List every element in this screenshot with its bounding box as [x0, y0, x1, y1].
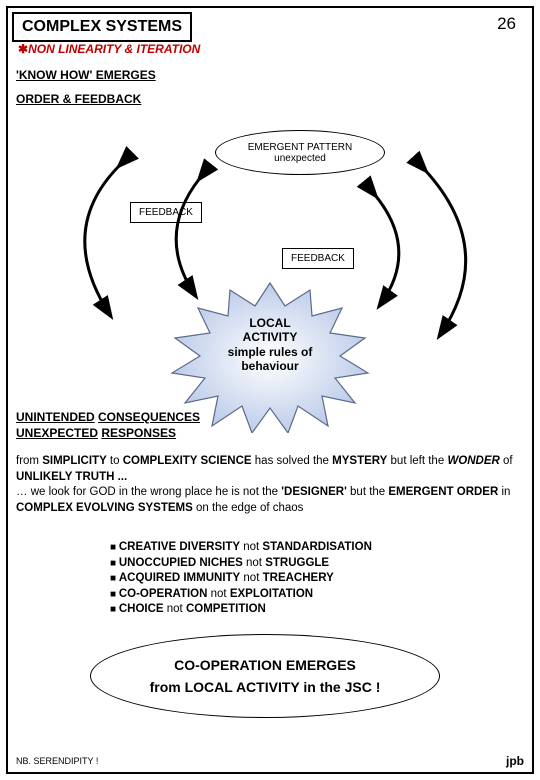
t: TREACHERY: [263, 572, 334, 584]
sb-l3: simple rules of: [228, 345, 313, 359]
t: in: [498, 486, 510, 498]
t: WONDER: [447, 455, 499, 467]
t: COMPETITION: [186, 603, 266, 615]
t: not: [240, 541, 262, 553]
sb-l4: behaviour: [241, 359, 298, 373]
t: … we look for GOD in the wrong place he …: [16, 486, 281, 498]
oval-bottom-l2: from LOCAL ACTIVITY in the JSC !: [150, 676, 381, 698]
t: MYSTERY: [332, 455, 387, 467]
t: UNLIKELY TRUTH ...: [16, 471, 127, 483]
feedback-arrows: [0, 120, 540, 420]
t: of: [500, 455, 513, 467]
heading-know-how: 'KNOW HOW' EMERGES: [16, 68, 156, 82]
t: from: [16, 455, 42, 467]
page-number: 26: [497, 14, 516, 34]
t: has solved the: [252, 455, 333, 467]
oval-bottom-l1: CO-OPERATION EMERGES: [174, 654, 356, 676]
heading-order-feedback: ORDER & FEEDBACK: [16, 92, 141, 106]
h4a: UNEXPECTED: [16, 426, 98, 440]
t: UNOCCUPIED NICHES: [119, 557, 243, 569]
t: 'DESIGNER': [281, 486, 347, 498]
t: STANDARDISATION: [262, 541, 371, 553]
t: not: [164, 603, 186, 615]
subtitle-text: NON LINEARITY & ITERATION: [28, 42, 200, 56]
subtitle: ✱NON LINEARITY & ITERATION: [18, 42, 200, 56]
t: but left the: [387, 455, 447, 467]
list-item: CO-OPERATION not EXPLOITATION: [110, 587, 372, 603]
list-item: ACQUIRED IMMUNITY not TREACHERY: [110, 571, 372, 587]
t: STRUGGLE: [265, 557, 329, 569]
list-item: CREATIVE DIVERSITY not STANDARDISATION: [110, 540, 372, 556]
list-item: CHOICE not COMPETITION: [110, 602, 372, 618]
body-paragraph: from SIMPLICITY to COMPLEXITY SCIENCE ha…: [16, 454, 524, 516]
t: EXPLOITATION: [230, 588, 313, 600]
t: not: [240, 572, 262, 584]
sb-l2: ACTIVITY: [243, 330, 298, 344]
t: CO-OPERATION: [119, 588, 208, 600]
t: COMPLEX EVOLVING SYSTEMS: [16, 502, 193, 514]
signature: jpb: [506, 754, 524, 768]
star-icon: ✱: [18, 42, 28, 56]
starburst-text: LOCAL ACTIVITY simple rules of behaviour: [200, 316, 340, 374]
t: but the: [347, 486, 389, 498]
heading-unexpected: UNEXPECTED RESPONSES: [16, 426, 176, 440]
bullet-list: CREATIVE DIVERSITY not STANDARDISATION U…: [110, 540, 372, 618]
sb-l1: LOCAL: [249, 316, 290, 330]
list-item: UNOCCUPIED NICHES not STRUGGLE: [110, 556, 372, 572]
t: not: [207, 588, 229, 600]
oval-cooperation: CO-OPERATION EMERGES from LOCAL ACTIVITY…: [90, 634, 440, 718]
t: not: [243, 557, 265, 569]
t: EMERGENT ORDER: [388, 486, 498, 498]
t: CHOICE: [119, 603, 164, 615]
t: SIMPLICITY: [42, 455, 107, 467]
t: COMPLEXITY SCIENCE: [123, 455, 252, 467]
h4b: RESPONSES: [101, 426, 176, 440]
t: CREATIVE DIVERSITY: [119, 541, 240, 553]
footer-note: NB. SERENDIPITY !: [16, 756, 98, 766]
title-box: COMPLEX SYSTEMS: [12, 12, 192, 42]
t: ACQUIRED IMMUNITY: [119, 572, 240, 584]
t: to: [107, 455, 123, 467]
t: on the edge of chaos: [193, 502, 304, 514]
